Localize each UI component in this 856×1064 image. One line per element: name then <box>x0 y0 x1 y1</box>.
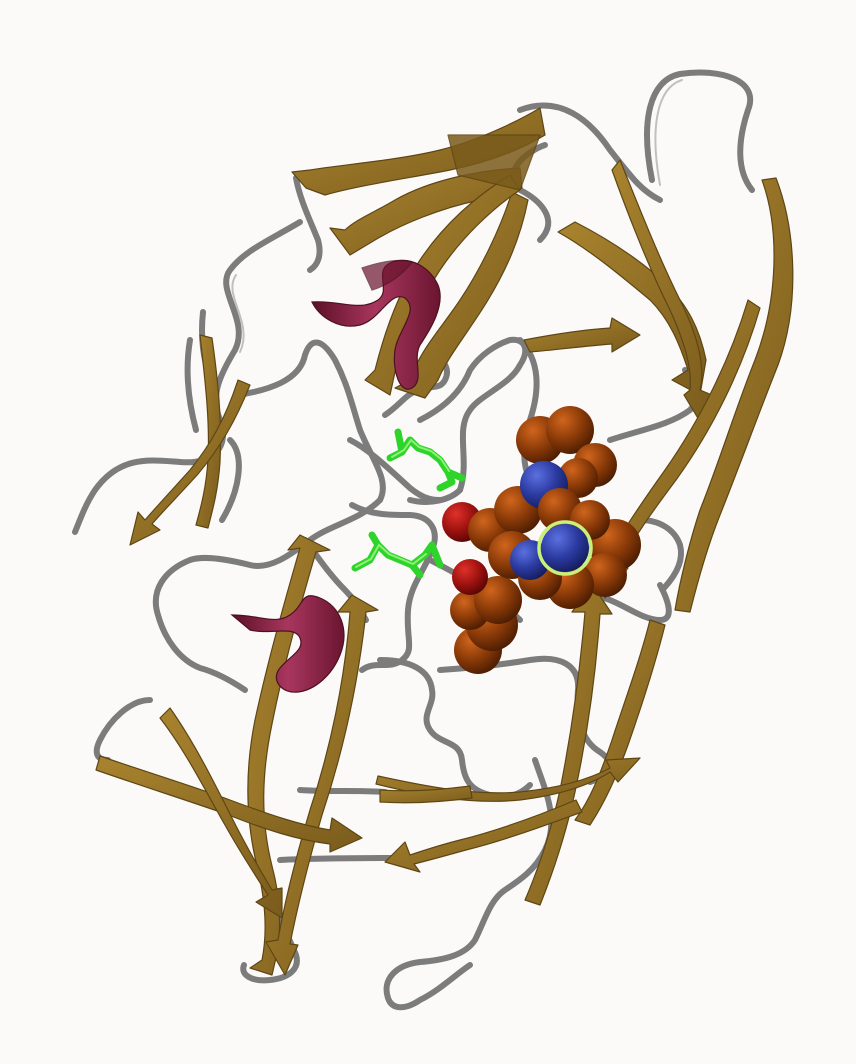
residue-sticks <box>351 428 466 579</box>
alpha-helices <box>230 259 441 693</box>
ligand-spheres <box>442 406 641 674</box>
selection-ring[interactable] <box>537 520 593 576</box>
beta-strands <box>95 107 794 976</box>
